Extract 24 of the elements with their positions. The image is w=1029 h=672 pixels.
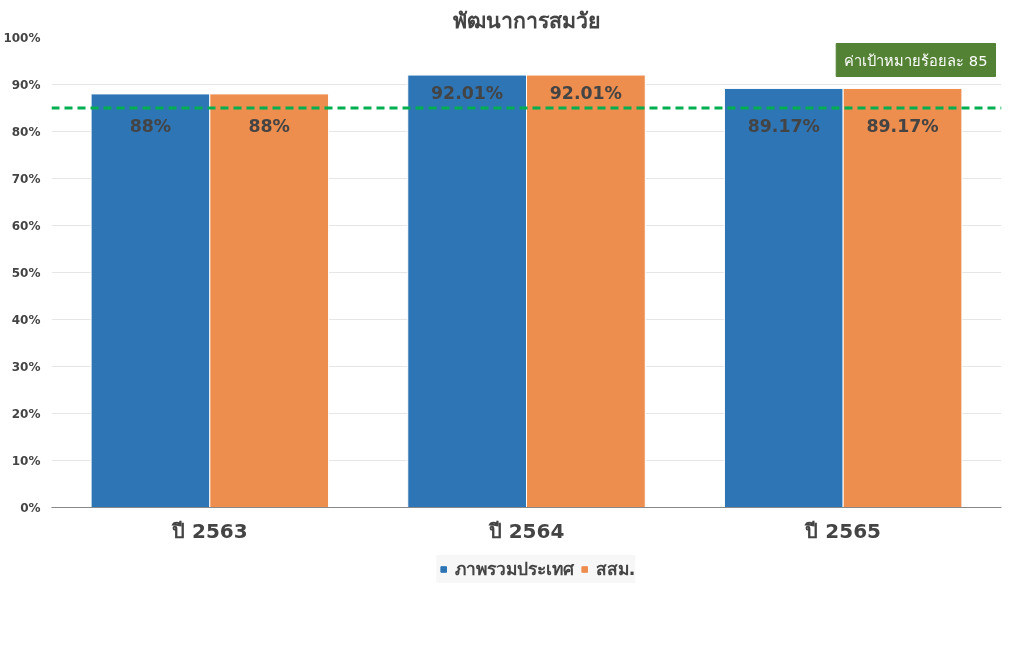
ref-line-label: ค่าเป้าหมายร้อยละ 85 [844, 51, 988, 69]
x-tick-label: ปี 2564 [487, 518, 565, 543]
y-tick-label: 50% [11, 265, 41, 280]
y-tick-label: 80% [11, 124, 41, 139]
data-label: 88% [129, 116, 172, 136]
legend-label: สสม. [595, 558, 636, 581]
legend-label: ภาพรวมประเทศ [454, 558, 574, 581]
y-tick-label: 70% [11, 171, 41, 186]
y-tick-label: 30% [11, 359, 41, 374]
y-tick-label: 60% [11, 218, 41, 233]
y-tick-label: 20% [11, 406, 41, 421]
data-label: 89.17% [866, 116, 939, 136]
data-label: 92.01% [549, 83, 622, 104]
y-tick-label: 40% [11, 312, 41, 327]
y-tick-label: 100% [3, 30, 41, 45]
y-tick-label: 0% [20, 500, 41, 515]
data-label: 92.01% [431, 83, 504, 104]
x-tick-label: ปี 2563 [171, 518, 248, 543]
x-tick-label: ปี 2565 [804, 518, 881, 543]
y-tick-label: 90% [11, 77, 41, 92]
chart-title: พัฒนาการสมวัย [453, 7, 600, 33]
y-tick-label: 10% [11, 453, 41, 468]
data-label: 89.17% [747, 116, 820, 136]
data-label: 88% [248, 116, 290, 136]
